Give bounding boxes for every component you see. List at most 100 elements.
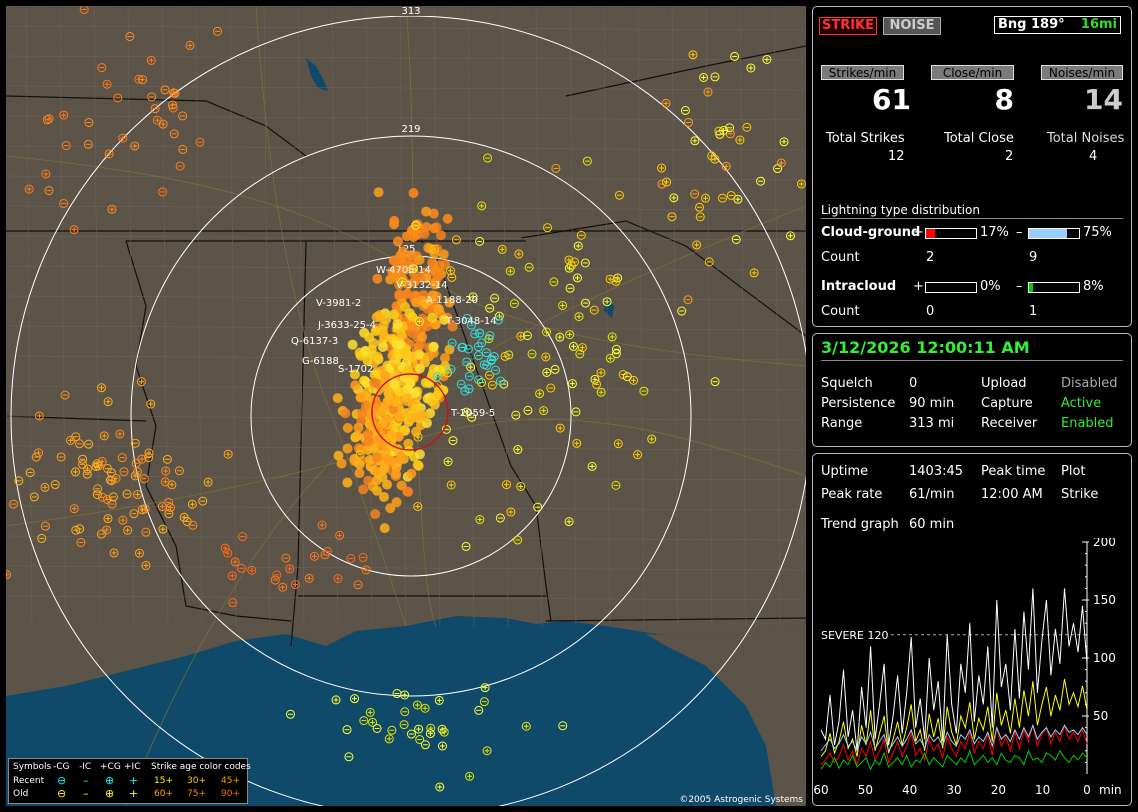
strike-toggle[interactable]: STRIKE bbox=[819, 17, 877, 35]
severe-threshold-label: SEVERE 120 bbox=[821, 629, 889, 642]
trend-series-line bbox=[820, 588, 1088, 751]
capture-value: Active bbox=[1061, 396, 1102, 411]
strike-id-label: T-3048-14 bbox=[445, 316, 497, 327]
strike-id-label: A-1188-20 bbox=[426, 295, 478, 306]
peak-rate-label: Peak rate bbox=[821, 487, 883, 502]
squelch-label: Squelch bbox=[821, 376, 873, 391]
range-ring-middle bbox=[130, 135, 692, 697]
y-tick-label: 150 bbox=[1093, 593, 1116, 607]
strike-id-label: W-4705-14 bbox=[376, 265, 431, 276]
total-noises-label: Total Noises bbox=[1047, 131, 1125, 146]
peak-time-label: Peak time bbox=[981, 464, 1046, 479]
x-tick-label: 50 bbox=[858, 783, 873, 797]
stats-panel: STRIKE NOISE Bng 189° 16mi Strikes/min C… bbox=[812, 6, 1132, 327]
x-tick-label: 40 bbox=[902, 783, 917, 797]
upload-label: Upload bbox=[981, 376, 1027, 391]
plot-value[interactable]: Strike bbox=[1061, 487, 1099, 502]
lake bbox=[604, 296, 614, 318]
ic-positive-count: 0 bbox=[926, 304, 935, 319]
uptime-label: Uptime bbox=[821, 464, 869, 479]
close-per-min-button[interactable]: Close/min bbox=[931, 65, 1014, 80]
persistence-label: Persistence bbox=[821, 396, 896, 411]
legend-recent-label: Recent bbox=[13, 776, 45, 786]
cloud-ground-label: Cloud-ground bbox=[821, 225, 921, 240]
distribution-title: Lightning type distribution bbox=[821, 203, 980, 217]
neg-cg-old-icon: ⊖ bbox=[57, 787, 67, 800]
close-range-circle bbox=[371, 373, 449, 451]
ic-plus-sign: + bbox=[913, 279, 924, 294]
upload-value: Disabled bbox=[1061, 376, 1118, 391]
ic-negative-pct: 8% bbox=[1083, 279, 1104, 294]
age-45: 45+ bbox=[221, 776, 240, 786]
bearing-box: Bng 189° 16mi bbox=[994, 16, 1121, 34]
neg-ic-recent-icon: – bbox=[83, 774, 89, 787]
legend-col-neg-ic: -IC bbox=[79, 762, 92, 772]
ic-positive-pct: 0% bbox=[980, 279, 1001, 294]
pos-cg-recent-icon: ⊕ bbox=[105, 774, 115, 787]
strikes-per-min-value: 61 bbox=[872, 83, 911, 116]
x-unit-label: min bbox=[1099, 783, 1122, 797]
strike-id-label: T-2059-5 bbox=[450, 408, 495, 419]
noises-per-min-value: 14 bbox=[1084, 83, 1123, 116]
cg-minus-sign: – bbox=[1016, 225, 1023, 240]
ic-negative-bar bbox=[1028, 282, 1080, 293]
bearing-distance: 16mi bbox=[1080, 17, 1117, 32]
total-noises-value: 4 bbox=[1089, 149, 1098, 164]
total-close-value: 2 bbox=[1005, 149, 1014, 164]
total-close-label: Total Close bbox=[944, 131, 1014, 146]
legend-symbols-label: Symbols bbox=[13, 762, 52, 772]
range-value: 313 mi bbox=[909, 416, 955, 431]
trend-graph-value: 60 min bbox=[909, 517, 955, 532]
age-60: 60+ bbox=[154, 789, 173, 799]
neg-cg-recent-icon: ⊖ bbox=[57, 774, 67, 787]
receiver-label: Receiver bbox=[981, 416, 1038, 431]
ic-negative-count: 1 bbox=[1029, 304, 1038, 319]
trend-series-line bbox=[820, 749, 1088, 771]
age-90: 90+ bbox=[221, 789, 240, 799]
noises-per-min-button[interactable]: Noises/min bbox=[1041, 65, 1123, 80]
pos-ic-old-icon: + bbox=[129, 787, 139, 800]
copyright-text: ©2005 Astrogenic Systems bbox=[679, 795, 803, 805]
neg-ic-old-icon: – bbox=[83, 787, 89, 800]
strike-id-label: V-3132-14 bbox=[396, 280, 448, 291]
legend-col-pos-ic: +IC bbox=[124, 762, 141, 772]
ic-minus-sign: – bbox=[1016, 279, 1023, 294]
cg-positive-pct: 17% bbox=[980, 225, 1009, 240]
trend-series-line bbox=[820, 723, 1088, 767]
lightning-map[interactable]: 313 219 125 W-4705-14 V-3132-14 V-3981-2… bbox=[6, 6, 806, 806]
pos-cg-old-icon: ⊕ bbox=[105, 787, 115, 800]
pos-ic-recent-icon: + bbox=[129, 774, 139, 787]
datetime-display: 3/12/2026 12:00:11 AM bbox=[821, 338, 1030, 357]
uptime-value: 1403:45 bbox=[909, 464, 964, 479]
trend-series-line bbox=[820, 678, 1088, 757]
divider bbox=[821, 360, 1123, 361]
cg-negative-count: 9 bbox=[1029, 250, 1038, 265]
cg-negative-bar bbox=[1028, 228, 1080, 239]
trend-panel: Uptime 1403:45 Peak time Plot Peak rate … bbox=[812, 453, 1132, 806]
legend-age-title: Strike age color codes bbox=[151, 762, 251, 772]
range-label-outer: 313 bbox=[401, 6, 420, 17]
map-canvas[interactable]: 313 219 125 W-4705-14 V-3132-14 V-3981-2… bbox=[6, 6, 806, 806]
cg-count-label: Count bbox=[821, 250, 860, 265]
divider bbox=[821, 218, 1123, 219]
strike-id-label: S-1702 bbox=[338, 364, 373, 375]
status-panel: 3/12/2026 12:00:11 AM Squelch 0 Persiste… bbox=[812, 333, 1132, 447]
cg-positive-bar bbox=[925, 228, 977, 239]
cg-negative-pct: 75% bbox=[1083, 225, 1112, 240]
noise-toggle[interactable]: NOISE bbox=[883, 17, 941, 35]
intracloud-label: Intracloud bbox=[821, 279, 897, 294]
florida-land bbox=[646, 626, 806, 806]
y-tick-label: 100 bbox=[1093, 651, 1116, 665]
y-tick-label: 50 bbox=[1093, 709, 1108, 723]
x-tick-label: 20 bbox=[991, 783, 1006, 797]
symbol-legend: Symbols -CG -IC +CG +IC Strike age color… bbox=[8, 758, 251, 804]
strike-symbols bbox=[6, 6, 806, 792]
cg-plus-sign: + bbox=[913, 225, 924, 240]
age-30: 30+ bbox=[187, 776, 206, 786]
strike-id-label: J-3633-25-4 bbox=[317, 320, 376, 331]
strikes-per-min-button[interactable]: Strikes/min bbox=[821, 65, 904, 80]
strike-id-labels: W-4705-14 V-3132-14 V-3981-2 A-1188-20 J… bbox=[291, 265, 497, 419]
x-tick-label: 0 bbox=[1083, 783, 1091, 797]
legend-col-pos-cg: +CG bbox=[100, 762, 121, 772]
